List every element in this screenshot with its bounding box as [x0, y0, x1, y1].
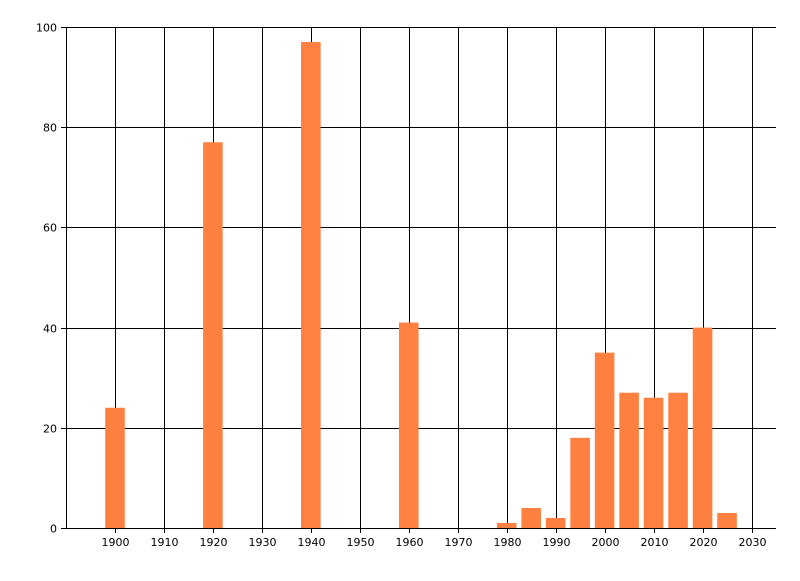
bar: [521, 507, 541, 528]
x-tick-label: 1950: [347, 536, 375, 549]
x-tick-label: 1980: [494, 536, 522, 549]
bar: [619, 392, 639, 528]
bar: [668, 392, 688, 528]
x-tick-label: 1920: [200, 536, 228, 549]
y-tick-label: 80: [43, 122, 57, 135]
y-tick-label: 60: [43, 222, 57, 235]
x-tick-label: 1940: [298, 536, 326, 549]
x-tick-label: 1990: [543, 536, 571, 549]
x-tick-label: 1910: [151, 536, 179, 549]
bar: [570, 437, 590, 528]
bar: [594, 352, 615, 528]
bar: [301, 42, 321, 528]
tick-labels: 1900 1910 1920 1930 1940 1950 1960 1970 1980 1990…: [36, 22, 767, 550]
bar: [105, 407, 125, 528]
x-tick-label: 1960: [396, 536, 424, 549]
x-tick-label: 2000: [592, 536, 620, 549]
y-tick-label: 20: [43, 423, 57, 436]
bar-series: [105, 42, 737, 529]
axes: [61, 27, 776, 533]
bar: [203, 142, 223, 529]
grid-lines: [66, 27, 776, 529]
bar: [496, 522, 517, 528]
x-tick-label: 2010: [641, 536, 669, 549]
x-tick-label: 2020: [690, 536, 718, 549]
bar: [545, 517, 566, 528]
y-tick-label: 100: [36, 22, 57, 35]
bar: [398, 322, 419, 528]
y-tick-label: 40: [43, 323, 57, 336]
bar: [643, 397, 664, 528]
x-tick-label: 1930: [249, 536, 277, 549]
bar: [692, 327, 713, 528]
x-tick-label: 1970: [445, 536, 473, 549]
bar: [717, 512, 737, 528]
x-tick-label: 2030: [739, 536, 767, 549]
x-tick-label: 1900: [102, 536, 130, 549]
y-tick-label: 0: [50, 523, 57, 536]
